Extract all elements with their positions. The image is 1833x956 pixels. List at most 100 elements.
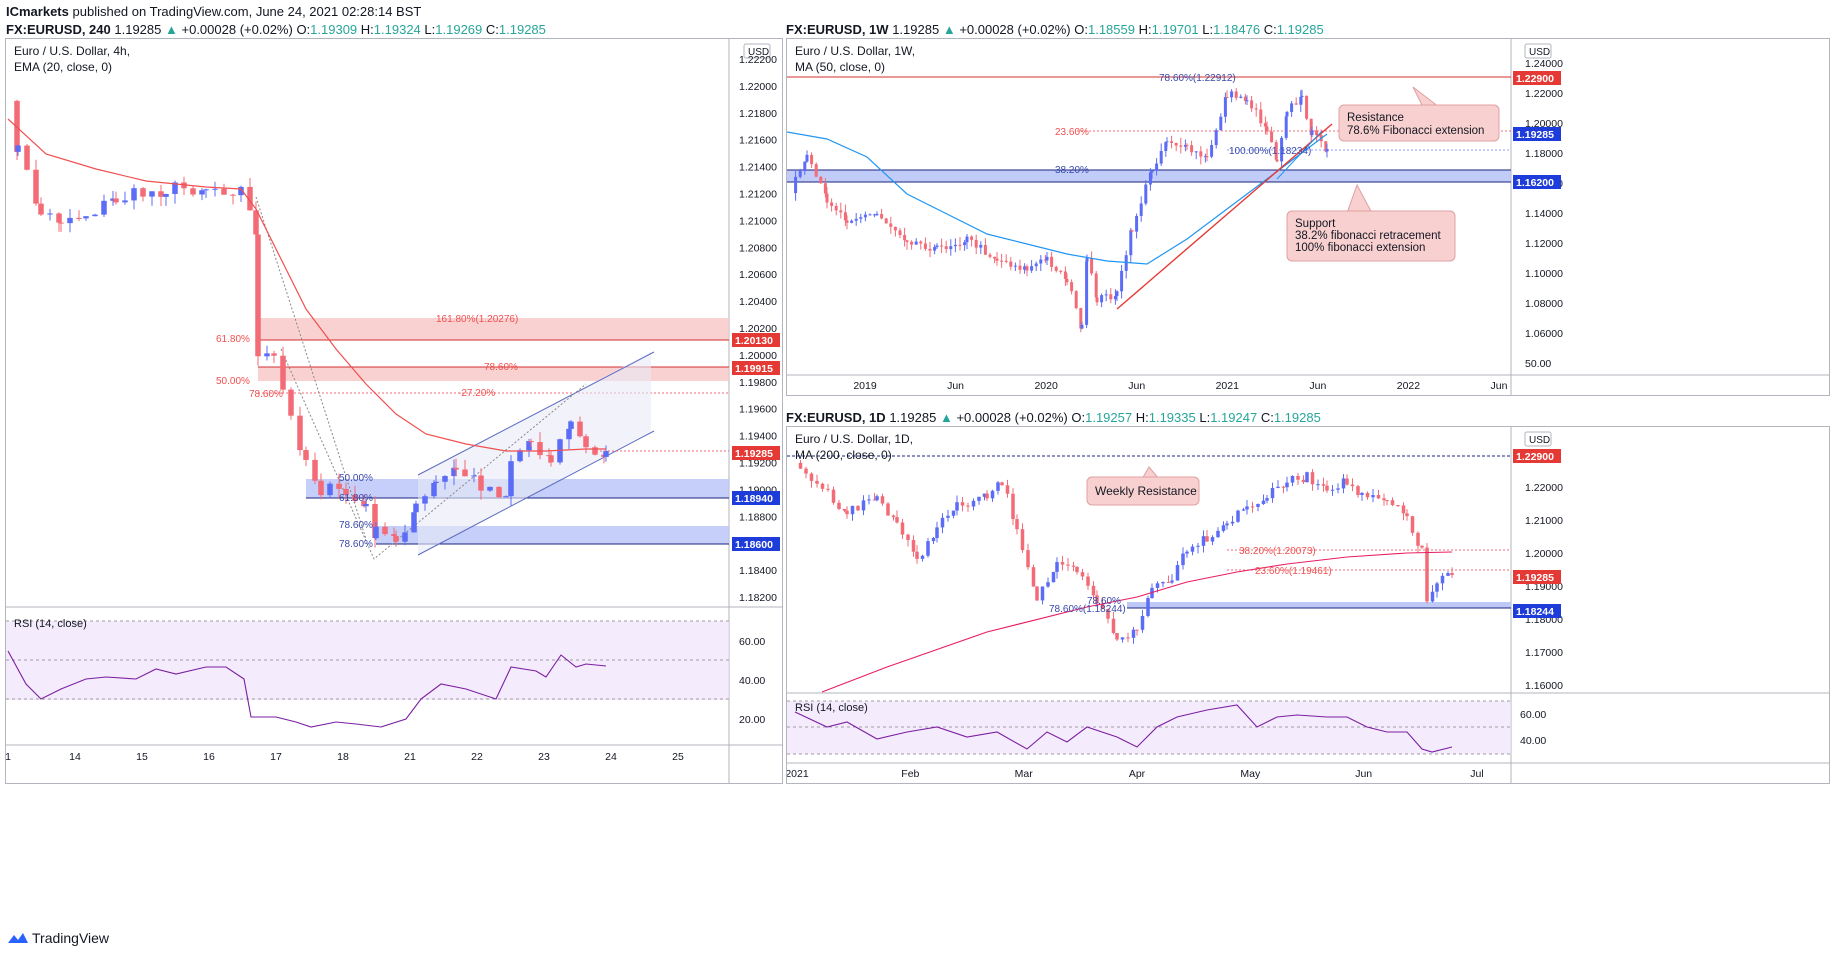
candle [363, 499, 369, 512]
currency-badge[interactable]: USD [748, 47, 769, 58]
candle [1185, 549, 1189, 558]
candle [1140, 609, 1145, 633]
candle [1199, 146, 1203, 165]
price-tag[interactable]: 1.18940 [732, 491, 780, 505]
price-axis-tick: 1.21000 [1525, 515, 1563, 527]
candle [1401, 502, 1406, 521]
close-value: 1.19285 [1273, 410, 1321, 425]
candle [1065, 273, 1069, 286]
candle [850, 505, 855, 521]
symbol-label[interactable]: FX:EURUSD, 1D [786, 410, 886, 425]
candle [873, 213, 877, 218]
candle [1050, 251, 1054, 272]
price-tag[interactable]: 1.19285 [1513, 127, 1561, 141]
rsi-label[interactable]: RSI (14, close) [14, 618, 87, 630]
symbol-label[interactable]: FX:EURUSD, 240 [6, 22, 111, 37]
candle [122, 191, 128, 205]
candle [33, 159, 39, 206]
callout-text: 100% fibonacci extension [1295, 242, 1425, 254]
candle [933, 244, 937, 255]
price-value: 1.19285 [114, 22, 162, 37]
high-value: 1.19701 [1151, 22, 1199, 37]
candle [487, 486, 493, 492]
candle [58, 213, 64, 233]
candle [1382, 493, 1386, 506]
price-axis-tick: 1.18400 [739, 565, 777, 577]
candle [297, 406, 303, 456]
up-arrow-icon: ▲ [942, 22, 956, 37]
candle [1165, 137, 1169, 148]
time-axis-tick: 23 [538, 751, 550, 763]
candle [1129, 227, 1133, 264]
indicator-label[interactable]: MA (200, close, 0) [795, 448, 892, 462]
fib-annotation: 78.60% [339, 539, 373, 550]
symbol-label[interactable]: FX:EURUSD, 1W [786, 22, 889, 37]
time-axis-tick: Jun [1309, 380, 1326, 392]
candle [1066, 558, 1070, 571]
publisher-name[interactable]: ICmarkets [6, 4, 69, 19]
candle [1074, 290, 1078, 310]
price-axis-tick: 1.24000 [1525, 58, 1563, 70]
candle [960, 497, 965, 512]
callout-text: Resistance [1347, 112, 1404, 124]
currency-badge[interactable]: USD [1529, 47, 1550, 58]
rsi-label[interactable]: RSI (14, close) [795, 702, 868, 714]
candle [951, 510, 956, 519]
candle [1144, 180, 1148, 206]
candle [422, 494, 428, 511]
price-tag[interactable]: 1.18244 [1513, 604, 1561, 618]
candle [1181, 547, 1185, 570]
candle [255, 224, 261, 366]
candle [982, 493, 987, 501]
price-axis-tick: 1.20000 [1525, 548, 1563, 560]
chart-weekly[interactable]: 78.60%(1.22912) 23.60% 100.00%(1.18234) … [786, 38, 1830, 396]
candle [970, 235, 974, 247]
price-tag[interactable]: 1.19285 [732, 446, 780, 460]
candle [1435, 581, 1439, 598]
candle [889, 216, 893, 234]
price-tag[interactable]: 1.19285 [1513, 570, 1561, 584]
candle [831, 486, 836, 505]
currency-badge[interactable]: USD [1529, 435, 1550, 446]
candle [113, 191, 119, 205]
time-axis-tick: Mar [1015, 768, 1034, 780]
candle [798, 460, 803, 469]
price-axis-tick: 1.21600 [739, 135, 777, 147]
fib-annotation: 78.60% [484, 362, 518, 373]
price-tag[interactable]: 1.19915 [732, 361, 780, 375]
candle [905, 240, 909, 250]
price-tag[interactable]: 1.18600 [732, 537, 780, 551]
tradingview-logo[interactable]: TradingView [8, 930, 109, 946]
candle [382, 522, 388, 536]
low-value: 1.18476 [1213, 22, 1261, 37]
candle [1080, 568, 1085, 581]
price-axis-tick: 1.19600 [739, 404, 777, 416]
time-axis-tick: Jun [1128, 380, 1145, 392]
price-axis-tick: 1.17000 [1525, 647, 1563, 659]
candle [1104, 289, 1108, 302]
candle [1106, 608, 1110, 624]
indicator-label[interactable]: EMA (20, close, 0) [14, 60, 112, 74]
candle [1179, 137, 1183, 154]
candle [238, 185, 244, 203]
candle [1194, 151, 1198, 160]
candle [1301, 475, 1306, 484]
candle [867, 494, 871, 505]
chart-4h[interactable]: 161.80%(1.20276) 61.80% 78.60% 50.00% 78… [5, 38, 783, 784]
change-value: +0.00028 (+0.02%) [959, 22, 1071, 37]
indicator-label[interactable]: MA (50, close, 0) [795, 60, 885, 74]
price-tag[interactable]: 1.22900 [1513, 71, 1561, 85]
chart-daily[interactable]: 38.20%(1.20073) 23.60%(1.19461) 78.60%(1… [786, 426, 1830, 784]
price-tag[interactable]: 1.16200 [1513, 175, 1561, 189]
candle [451, 459, 457, 486]
price-axis-tick: 1.06000 [1525, 328, 1563, 340]
candle [863, 211, 867, 222]
candle [963, 239, 967, 251]
low-value: 1.19269 [435, 22, 483, 37]
chart-title: Euro / U.S. Dollar, 1D, [795, 432, 913, 446]
fib-annotation: 78.60% [1087, 596, 1121, 607]
price-tag[interactable]: 1.20130 [732, 333, 780, 347]
candle [312, 452, 318, 485]
candle [1296, 472, 1300, 485]
price-tag[interactable]: 1.22900 [1513, 449, 1561, 463]
